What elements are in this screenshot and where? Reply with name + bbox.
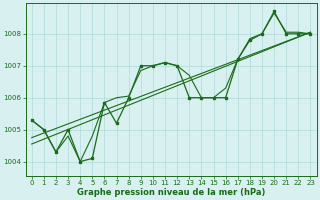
X-axis label: Graphe pression niveau de la mer (hPa): Graphe pression niveau de la mer (hPa) — [77, 188, 265, 197]
